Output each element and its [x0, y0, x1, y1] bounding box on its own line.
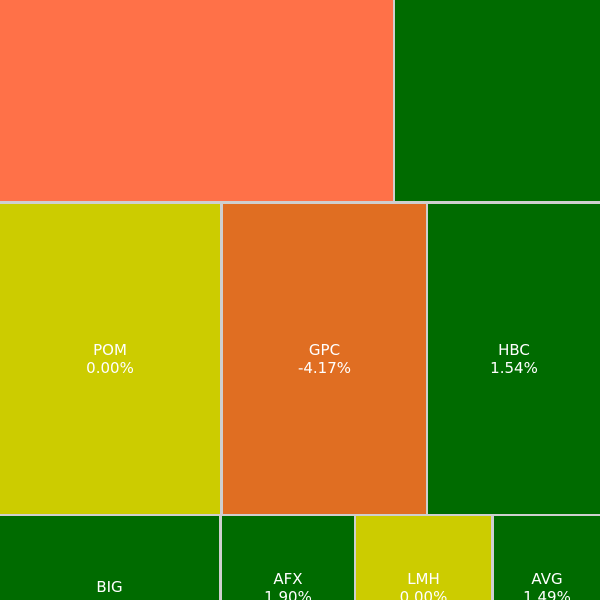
tile-ticker: LMH: [407, 570, 440, 588]
treemap-tile-0[interactable]: 12.50%: [0, 0, 393, 201]
tile-label: HBC 1.54%: [428, 341, 600, 377]
tile-change: 1.90%: [264, 588, 312, 600]
tile-change: 1.49%: [523, 588, 571, 600]
treemap-tile-hbc[interactable]: HBC 1.54%: [428, 204, 600, 514]
tile-label: POM 0.00%: [0, 341, 220, 377]
tile-label: GPC -4.17%: [223, 341, 426, 377]
treemap-tile-lmh[interactable]: LMH 0.00%: [356, 516, 491, 600]
treemap-tile-gpc[interactable]: GPC -4.17%: [223, 204, 426, 514]
treemap-tile-pom[interactable]: POM 0.00%: [0, 204, 220, 514]
tile-change: 0.00%: [399, 588, 448, 600]
treemap-tile-avg[interactable]: AVG 1.49%: [494, 516, 600, 600]
tile-ticker: HBC: [498, 341, 530, 359]
tile-label: AVG 1.49%: [494, 570, 600, 600]
treemap-tile-big[interactable]: BIG: [0, 516, 219, 600]
tile-label: BIG: [0, 578, 219, 596]
tile-ticker: POM: [93, 341, 127, 359]
treemap-tile-afx[interactable]: AFX 1.90%: [222, 516, 354, 600]
tile-ticker: AVG: [531, 570, 563, 588]
tile-change: 0.00%: [86, 359, 134, 377]
tile-ticker: AFX: [273, 570, 303, 588]
treemap-tile-1[interactable]: 3.11%: [395, 0, 600, 201]
tile-ticker: GPC: [308, 341, 341, 359]
tile-label: LMH 0.00%: [356, 570, 491, 600]
tile-ticker: BIG: [96, 578, 123, 596]
tile-change: -4.17%: [297, 359, 352, 377]
tile-label: AFX 1.90%: [222, 570, 354, 600]
tile-change: 1.54%: [490, 359, 538, 377]
